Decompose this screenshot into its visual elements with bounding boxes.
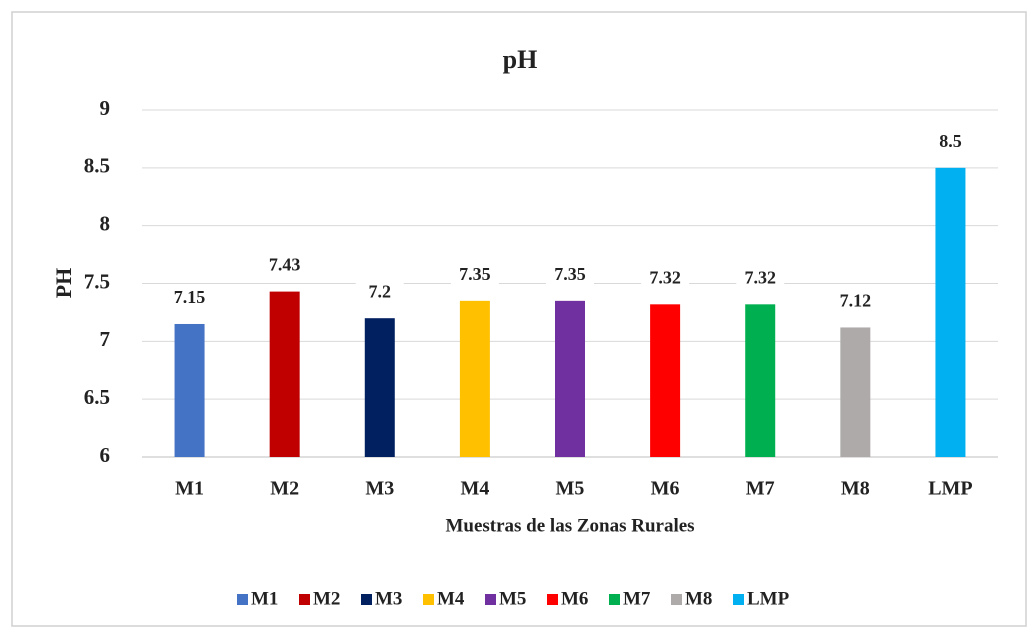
label-background (355, 280, 404, 305)
legend-swatch (485, 594, 496, 605)
legend-label: M4 (437, 588, 465, 609)
data-label: 7.12 (840, 291, 872, 311)
legend-label: LMP (747, 588, 790, 609)
x-tick-label: M4 (460, 478, 489, 500)
y-tick-label: 8.5 (84, 154, 110, 178)
y-tick-label: 7 (100, 327, 111, 351)
label-background (926, 129, 975, 154)
label-background (641, 266, 690, 291)
data-label: 7.15 (174, 287, 206, 307)
legend-swatch (299, 594, 310, 605)
label-background (165, 285, 214, 310)
bar (650, 304, 681, 457)
legend-label: M1 (251, 588, 278, 609)
legend-swatch (237, 594, 248, 605)
y-tick-label: 8 (100, 211, 111, 235)
legend-swatch (671, 594, 682, 605)
bar (840, 327, 871, 457)
bar (935, 167, 966, 458)
legend-label: M8 (685, 588, 712, 609)
bar (174, 323, 205, 457)
data-label: 7.35 (459, 264, 491, 284)
y-tick-label: 9 (100, 96, 111, 120)
x-tick-label: M8 (841, 478, 870, 500)
legend-swatch (547, 594, 558, 605)
data-label: 7.35 (554, 264, 586, 284)
x-tick-label: M6 (651, 478, 680, 500)
legend-label: M6 (561, 588, 588, 609)
label-background (260, 253, 309, 278)
legend-label: M7 (623, 588, 651, 609)
bar (745, 304, 776, 457)
x-tick-label: M3 (365, 478, 394, 500)
x-tick-label: M2 (270, 478, 299, 500)
legend-label: M3 (375, 588, 402, 609)
label-background (450, 262, 499, 287)
y-tick-label: 7.5 (84, 269, 110, 293)
data-label: 7.2 (369, 281, 392, 301)
y-tick-label: 6 (100, 443, 111, 467)
data-label: 8.5 (939, 131, 962, 151)
label-background (546, 262, 594, 287)
data-label: 7.43 (269, 255, 301, 275)
bar (555, 300, 585, 457)
data-label: 7.32 (744, 267, 776, 287)
bar (459, 300, 490, 457)
label-background (831, 289, 880, 314)
bar (269, 291, 300, 457)
legend-label: M2 (313, 588, 340, 609)
bar (364, 318, 395, 457)
y-tick-label: 6.5 (84, 385, 110, 409)
data-label: 7.32 (649, 267, 681, 287)
label-background (736, 266, 785, 291)
legend-swatch (609, 594, 620, 605)
x-axis-label: Muestras de las Zonas Rurales (445, 515, 694, 536)
chart-title: pH (503, 45, 538, 74)
legend-swatch (361, 594, 372, 605)
chart-border (11, 11, 1027, 627)
x-tick-label: M5 (556, 478, 585, 500)
x-tick-label: M1 (175, 478, 204, 500)
legend-swatch (423, 594, 434, 605)
legend-label: M5 (499, 588, 526, 609)
y-axis-label: PH (51, 268, 76, 299)
x-tick-label: M7 (746, 478, 775, 500)
x-tick-label: LMP (928, 478, 972, 500)
legend-swatch (733, 594, 744, 605)
